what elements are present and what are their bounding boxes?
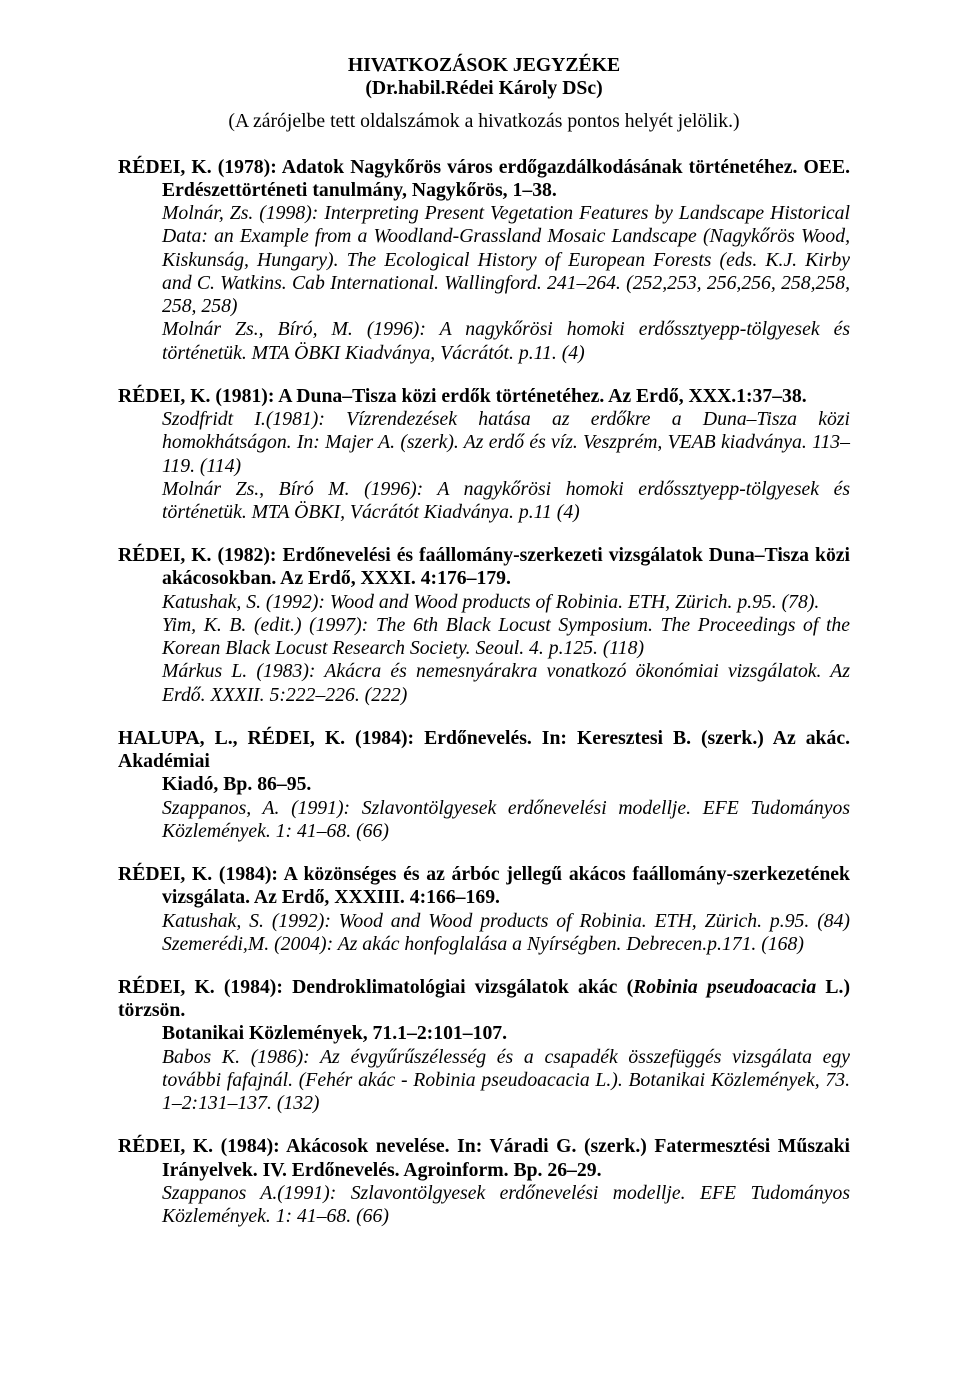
entry-head: RÉDEI, K. (1984): Dendroklimatológiai vi… <box>118 976 850 1046</box>
citation: Katushak, S. (1992): Wood and Wood produ… <box>118 910 850 956</box>
entry-head: HALUPA, L., RÉDEI, K. (1984): Erdőnevelé… <box>118 727 850 797</box>
entry-head: RÉDEI, K. (1981): A Duna–Tisza közi erdő… <box>118 385 850 408</box>
page-title-1: HIVATKOZÁSOK JEGYZÉKE <box>118 54 850 77</box>
title-block: HIVATKOZÁSOK JEGYZÉKE (Dr.habil.Rédei Ká… <box>118 54 850 100</box>
entry-head: RÉDEI, K. (1984): Akácosok nevelése. In:… <box>118 1135 850 1181</box>
reference-entry: RÉDEI, K. (1978): Adatok Nagykőrös város… <box>118 156 850 365</box>
citation: Molnár, Zs. (1998): Interpreting Present… <box>118 202 850 318</box>
reference-entry: RÉDEI, K. (1984): Akácosok nevelése. In:… <box>118 1135 850 1228</box>
note-text: (A zárójelbe tett oldalszámok a hivatkoz… <box>228 110 739 132</box>
entry-head: RÉDEI, K. (1978): Adatok Nagykőrös város… <box>118 156 850 202</box>
reference-entry: RÉDEI, K. (1981): A Duna–Tisza közi erdő… <box>118 385 850 524</box>
citation: Katushak, S. (1992): Wood and Wood produ… <box>118 591 850 614</box>
note-block: (A zárójelbe tett oldalszámok a hivatkoz… <box>118 110 850 133</box>
citation: Molnár Zs., Bíró M. (1996): A nagykőrösi… <box>118 478 850 524</box>
entry-head: RÉDEI, K. (1982): Erdőnevelési és faállo… <box>118 544 850 590</box>
reference-entry: RÉDEI, K. (1984): A közönséges és az árb… <box>118 863 850 956</box>
citation: Yim, K. B. (edit.) (1997): The 6th Black… <box>118 614 850 660</box>
reference-entry: HALUPA, L., RÉDEI, K. (1984): Erdőnevelé… <box>118 727 850 843</box>
citation: Molnár Zs., Bíró, M. (1996): A nagykőrös… <box>118 318 850 364</box>
entry-head: RÉDEI, K. (1984): A közönséges és az árb… <box>118 863 850 909</box>
citation: Babos K. (1986): Az évgyűrűszélesség és … <box>118 1046 850 1116</box>
citation: Márkus L. (1983): Akácra és nemesnyárakr… <box>118 660 850 706</box>
page: HIVATKOZÁSOK JEGYZÉKE (Dr.habil.Rédei Ká… <box>0 0 960 1380</box>
reference-entry: RÉDEI, K. (1982): Erdőnevelési és faállo… <box>118 544 850 707</box>
citation: Szappanos, A. (1991): Szlavontölgyesek e… <box>118 797 850 843</box>
citation: Szappanos A.(1991): Szlavontölgyesek erd… <box>118 1182 850 1228</box>
citation: Szodfridt I.(1981): Vízrendezések hatása… <box>118 408 850 478</box>
reference-entry: RÉDEI, K. (1984): Dendroklimatológiai vi… <box>118 976 850 1115</box>
page-title-2: (Dr.habil.Rédei Károly DSc) <box>118 77 850 100</box>
